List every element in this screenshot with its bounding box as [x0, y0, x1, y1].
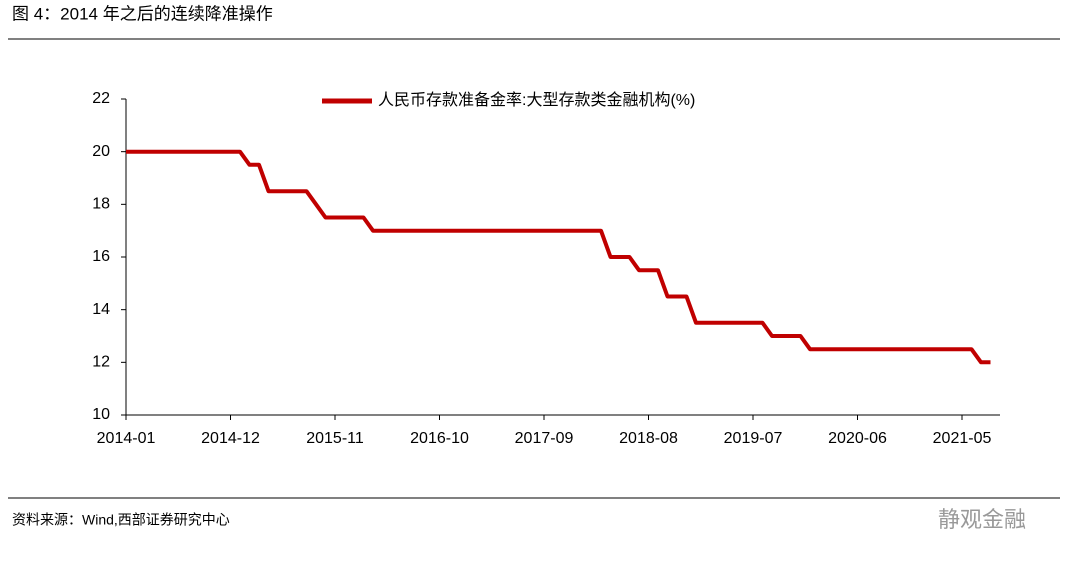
- chart-title: 图 4：2014 年之后的连续降准操作: [12, 4, 273, 23]
- y-tick-label: 10: [92, 406, 110, 423]
- y-tick-label: 14: [92, 301, 110, 318]
- x-tick-label: 2015-11: [306, 430, 364, 447]
- x-tick-label: 2021-05: [933, 430, 992, 447]
- y-tick-label: 22: [92, 90, 110, 107]
- x-tick-label: 2018-08: [619, 430, 678, 447]
- x-tick-label: 2014-01: [97, 430, 156, 447]
- x-tick-label: 2014-12: [201, 430, 260, 447]
- source: 资料来源：Wind,西部证券研究中心: [12, 512, 230, 528]
- series-line: [126, 149, 991, 365]
- legend-label: 人民币存款准备金率:大型存款类金融机构(%): [378, 91, 695, 109]
- x-tick-label: 2017-09: [515, 430, 574, 447]
- x-tick-label: 2020-06: [828, 430, 887, 447]
- y-tick-label: 18: [92, 196, 110, 213]
- watermark: 静观金融: [938, 507, 1026, 532]
- y-tick-label: 12: [92, 354, 110, 371]
- y-tick-label: 16: [92, 248, 110, 265]
- x-tick-label: 2016-10: [410, 430, 469, 447]
- y-tick-label: 20: [92, 143, 110, 160]
- x-tick-label: 2019-07: [724, 430, 783, 447]
